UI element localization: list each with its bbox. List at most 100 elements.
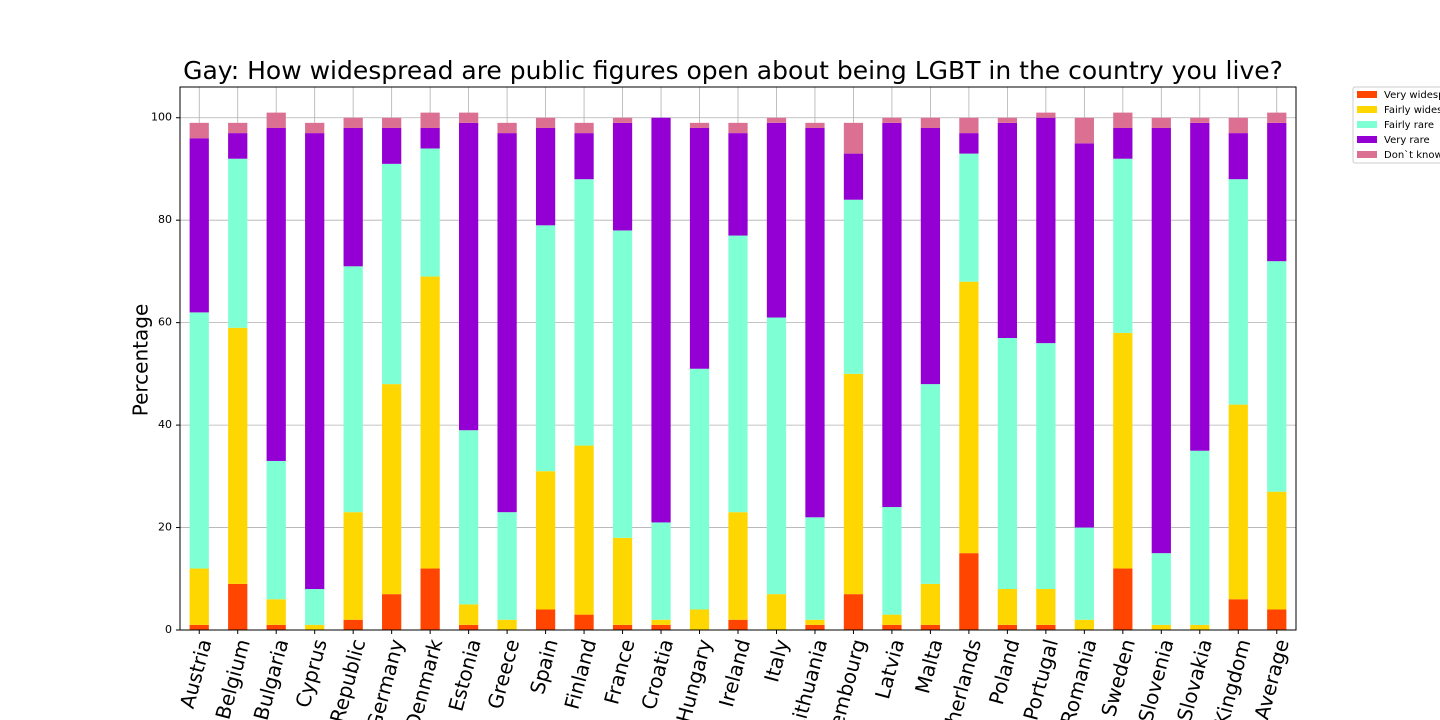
bar-segment — [728, 235, 748, 513]
bar-segment — [382, 127, 402, 164]
x-tick-label: Poland — [984, 637, 1024, 708]
bar-segment — [612, 117, 633, 123]
legend-label: Fairly rare — [1384, 120, 1434, 131]
bar-segment — [882, 614, 902, 625]
bar-segment — [497, 122, 517, 134]
bar-segment — [612, 122, 633, 231]
bar-segment — [266, 599, 286, 625]
bar-segment — [535, 117, 556, 128]
bar-segment — [997, 624, 1017, 630]
bar-segment — [1036, 589, 1056, 625]
x-tick-label: Spain — [525, 637, 563, 697]
bar-segment — [420, 148, 440, 277]
bar-segment — [882, 117, 902, 123]
legend-label: Very rare — [1384, 135, 1430, 146]
x-tick-label: Italy — [759, 636, 793, 684]
bar-segment — [189, 138, 209, 313]
bar-segment — [497, 133, 517, 513]
bar-segment — [920, 127, 941, 385]
bar-segment — [459, 604, 479, 625]
bar-segment — [651, 117, 671, 523]
bar-segment — [574, 614, 594, 630]
bar-segment — [1190, 117, 1210, 123]
legend-swatch — [1357, 91, 1377, 98]
bar-segment — [574, 445, 594, 615]
x-tick-label: France — [599, 637, 639, 707]
bar-segment — [1151, 127, 1171, 554]
bar-segment — [266, 460, 286, 600]
bar-segment — [420, 568, 440, 630]
bar-segment — [843, 594, 864, 630]
x-tick-label: Bulgaria — [249, 637, 294, 720]
bar-segment — [228, 583, 248, 630]
bar-segment — [1228, 599, 1248, 630]
bar-segment — [1267, 491, 1287, 610]
bar-segment — [959, 153, 979, 282]
legend-swatch — [1357, 136, 1377, 143]
bar-segment — [1267, 609, 1287, 630]
bar-segment — [343, 266, 363, 513]
bar-segment — [1113, 332, 1133, 569]
bar-segment — [689, 122, 710, 128]
bar-segment — [997, 117, 1017, 123]
bar-segment — [612, 624, 633, 630]
bar-segment — [728, 122, 748, 134]
bar-segment — [843, 373, 864, 595]
x-tick-label: Croatia — [636, 637, 678, 713]
bar-segment — [459, 112, 479, 123]
legend-label: Don`t know — [1384, 149, 1440, 161]
legend-label: Fairly widespread — [1384, 105, 1440, 116]
bar-segment — [1267, 261, 1287, 492]
bar-segment — [497, 512, 517, 620]
bar-segment — [535, 609, 556, 630]
bar-segment — [882, 122, 902, 508]
bar-segment — [459, 430, 479, 605]
bar-segment — [1036, 112, 1056, 118]
x-tick-label: Slovakia — [1172, 637, 1217, 720]
bar-segment — [1267, 112, 1287, 123]
bar-segment — [612, 537, 633, 625]
bar-segment — [651, 624, 671, 630]
bar-segment — [1151, 624, 1171, 630]
bar-segment — [305, 589, 325, 625]
legend-swatch — [1357, 151, 1377, 158]
bar-segment — [228, 133, 248, 159]
x-tick-label: Malta — [910, 637, 947, 697]
bar-segment — [766, 594, 787, 630]
y-tick-label: 80 — [158, 213, 172, 226]
x-tick-label: Greece — [483, 637, 525, 712]
bar-segment — [189, 624, 209, 630]
bar-segment — [1228, 179, 1248, 405]
bar-segment — [266, 112, 286, 128]
bar-segment — [382, 117, 402, 128]
bar-segment — [728, 619, 748, 630]
bar-segment — [420, 127, 440, 149]
bar-segment — [228, 122, 248, 134]
bar-segment — [420, 276, 440, 569]
bar-segment — [266, 127, 286, 461]
bar-segment — [382, 594, 402, 630]
bar-segment — [1228, 117, 1248, 134]
bar-segment — [459, 624, 479, 630]
bar-segment — [497, 619, 517, 630]
bar-segment — [535, 127, 556, 226]
bar-segment — [189, 122, 209, 139]
bar-segment — [343, 512, 363, 620]
legend-swatch — [1357, 106, 1377, 113]
x-tick-label: Finland — [560, 637, 602, 712]
bar-segment — [920, 384, 941, 584]
bar-segment — [535, 471, 556, 610]
bar-segment — [1113, 158, 1133, 333]
bar-segment — [574, 122, 594, 134]
bar-segment — [1228, 404, 1248, 600]
bar-segment — [766, 122, 787, 318]
x-tick-label: Hungary — [671, 636, 716, 720]
bar-segment — [997, 589, 1017, 625]
bar-segment — [305, 624, 325, 630]
bar-segment — [612, 230, 633, 538]
bar-segment — [959, 553, 979, 630]
x-tick-label: Romania — [1056, 637, 1102, 720]
bar-segment — [305, 122, 325, 134]
legend-swatch — [1357, 121, 1377, 128]
bar-segment — [959, 133, 979, 154]
